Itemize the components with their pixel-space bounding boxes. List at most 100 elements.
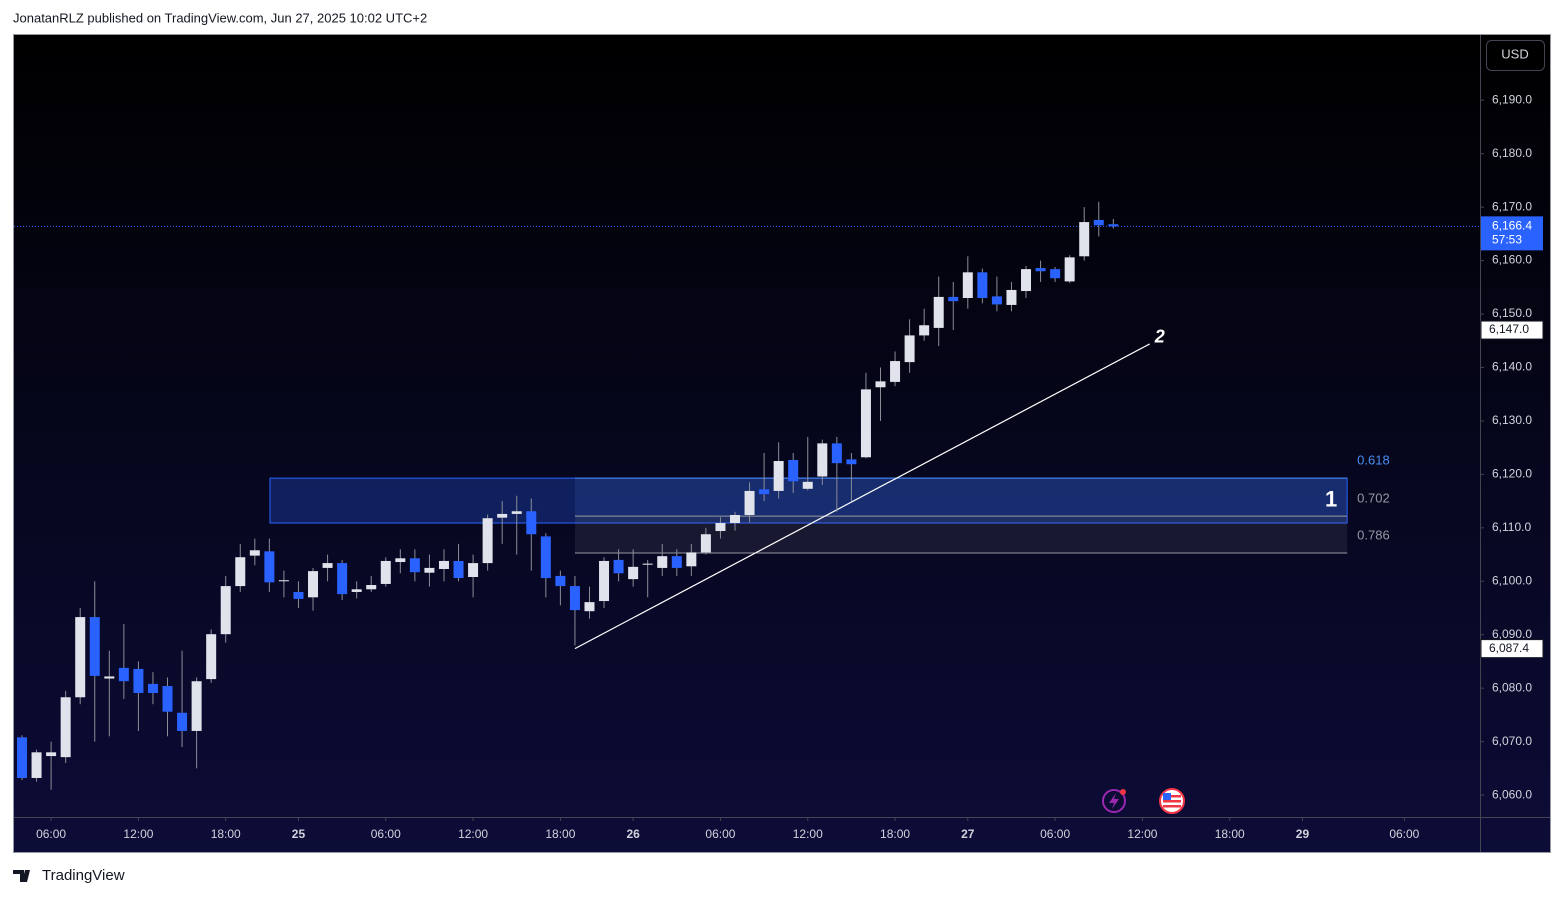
candle-body (366, 585, 377, 590)
candle-body (948, 296, 959, 302)
last-price-badge (1481, 216, 1543, 251)
x-tick-label: 12:00 (458, 827, 488, 841)
candle-body (453, 560, 464, 579)
currency[interactable]: USD (1501, 46, 1528, 61)
economic-event-icon[interactable] (1159, 788, 1185, 814)
candle-body (540, 536, 551, 579)
y-tick-label: 6,070.0 (1492, 734, 1532, 748)
candle-body (482, 518, 493, 564)
x-tick-label: 29 (1296, 827, 1310, 841)
candle-body (744, 490, 755, 515)
candle-body (191, 681, 202, 731)
trendline-label: 2 (1154, 327, 1165, 347)
alert-icon[interactable] (1102, 789, 1126, 813)
candle-body (264, 551, 275, 583)
brand: TradingView (42, 867, 125, 884)
candle-body (147, 683, 158, 693)
candle-body (526, 511, 537, 535)
candle-body (729, 514, 740, 524)
x-tick-label: 06:00 (371, 827, 401, 841)
trendline (574, 343, 1150, 650)
x-tick-label: 12:00 (123, 827, 153, 841)
fib-band (574, 516, 1348, 553)
x-tick-label: 06:00 (705, 827, 735, 841)
currency-button[interactable] (1486, 40, 1545, 71)
candle-body (1050, 269, 1061, 279)
price-marker-label: 6,087.4 (1489, 641, 1529, 655)
candle-body (773, 461, 784, 491)
candle-body (846, 459, 857, 465)
y-tick-label: 6,060.0 (1492, 787, 1532, 801)
candle-body (220, 586, 231, 635)
x-tick-label: 12:00 (793, 827, 823, 841)
candle-body (919, 325, 930, 336)
y-tick-label: 6,170.0 (1492, 199, 1532, 213)
candle-body (235, 557, 246, 587)
candle-body (831, 443, 842, 464)
x-tick-label: 18:00 (545, 827, 575, 841)
x-tick-label: 06:00 (1040, 827, 1070, 841)
y-tick-label: 6,180.0 (1492, 146, 1532, 160)
candle-body (351, 589, 362, 592)
candle-body (875, 381, 886, 388)
zone-label: 1 (1325, 486, 1337, 511)
candle-body (1093, 219, 1104, 226)
candle-body (569, 586, 580, 611)
candle-body (671, 556, 682, 568)
candle-body (977, 272, 988, 298)
candle-body (206, 634, 217, 680)
candle-body (511, 511, 522, 514)
candle-body (249, 550, 260, 556)
candle-body (628, 566, 639, 580)
x-tick-label: 26 (626, 827, 640, 841)
x-tick-label: 12:00 (1127, 827, 1157, 841)
candle-body (293, 591, 304, 599)
candle-body (759, 489, 770, 495)
candle-body (933, 296, 944, 328)
candle-body (104, 676, 115, 679)
candle-body (817, 443, 828, 477)
y-tick-label: 6,080.0 (1492, 680, 1532, 694)
fib-band (574, 478, 1348, 517)
candle-body (89, 617, 100, 676)
candle-body (686, 552, 697, 567)
countdown-label: 57:53 (1492, 233, 1522, 247)
candle-body (599, 560, 610, 602)
x-tick-label: 18:00 (211, 827, 241, 841)
candle-body (177, 712, 188, 731)
candle-body (278, 580, 289, 582)
price-marker-label: 6,147.0 (1489, 322, 1529, 336)
publish-info: JonatanRLZ published on TradingView.com,… (13, 10, 427, 25)
fib-label: 0.702 (1357, 491, 1390, 506)
candle-body (715, 523, 726, 532)
plot-area (14, 201, 1480, 790)
chart-panel (13, 34, 1551, 853)
tradingview-logo (13, 870, 30, 882)
candle-body (118, 667, 129, 682)
y-tick-label: 6,190.0 (1492, 92, 1532, 106)
y-tick-label: 6,120.0 (1492, 467, 1532, 481)
candle-body (75, 617, 86, 698)
y-tick-label: 6,150.0 (1492, 306, 1532, 320)
candle-body (788, 459, 799, 482)
candle-body (497, 513, 508, 518)
price-marker (1480, 639, 1544, 659)
candle-body (613, 559, 624, 574)
y-tick-label: 6,100.0 (1492, 573, 1532, 587)
candle-body (380, 560, 391, 584)
candle-body (642, 563, 653, 565)
x-tick-label: 18:00 (880, 827, 910, 841)
candle-body (322, 563, 333, 568)
fib-label: 0.786 (1357, 527, 1390, 542)
candle-body (46, 752, 57, 757)
y-tick-label: 6,130.0 (1492, 413, 1532, 427)
x-tick-label: 18:00 (1215, 827, 1245, 841)
candle-body (337, 563, 348, 595)
y-tick-label: 6,110.0 (1492, 520, 1531, 534)
candle-body (395, 558, 406, 563)
candle-body (424, 567, 435, 573)
candle-body (962, 272, 973, 298)
y-tick-label: 6,090.0 (1492, 627, 1532, 641)
candle-body (409, 558, 420, 573)
